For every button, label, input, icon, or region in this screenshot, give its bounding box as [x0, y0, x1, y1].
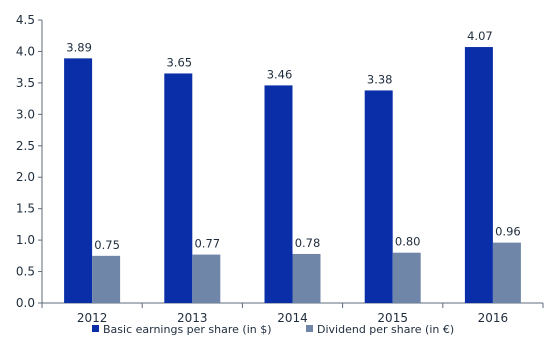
y-tick-label: 0.5 — [16, 265, 35, 279]
bar-earnings-2013 — [164, 73, 193, 303]
legend-label: Dividend per share (in €) — [317, 323, 454, 336]
bars — [64, 47, 521, 304]
bar-earnings-2016 — [464, 47, 493, 303]
y-tick-label: 2.5 — [16, 139, 35, 153]
bar-dividend-2015 — [392, 252, 421, 303]
data-label: 3.65 — [166, 55, 192, 69]
y-tick-label: 3.5 — [16, 76, 35, 90]
legend-swatch — [306, 325, 313, 332]
data-label: 0.80 — [395, 235, 421, 249]
legend-label: Basic earnings per share (in $) — [103, 323, 272, 336]
bar-dividend-2012 — [92, 255, 121, 303]
bar-dividend-2016 — [492, 242, 521, 303]
x-tick-label: 2014 — [277, 311, 308, 325]
x-tick-label: 2013 — [177, 311, 208, 325]
x-tick-label: 2016 — [478, 311, 509, 325]
x-tick-label: 2012 — [77, 311, 108, 325]
y-tick-label: 4.5 — [16, 13, 35, 27]
y-tick-label: 2.0 — [16, 170, 35, 184]
bar-earnings-2012 — [64, 58, 93, 304]
data-label: 4.07 — [467, 29, 493, 43]
y-tick-label: 1.5 — [16, 202, 35, 216]
legend-swatch — [92, 325, 99, 332]
data-label: 3.46 — [267, 67, 293, 81]
x-tick-label: 2015 — [377, 311, 408, 325]
y-tick-label: 3.0 — [16, 107, 35, 121]
data-label: 0.77 — [194, 237, 220, 251]
data-label: 0.78 — [295, 236, 321, 250]
data-label: 0.75 — [94, 238, 120, 252]
bar-dividend-2014 — [292, 253, 321, 303]
axes: 0.0 0.5 1.0 1.5 2.0 2.5 3.0 3.5 4.0 4.5 2012 2013 20… — [16, 13, 544, 325]
y-tick-label: 1.0 — [16, 233, 35, 247]
data-label: 0.96 — [495, 225, 521, 239]
y-tick-label: 0.0 — [16, 296, 35, 310]
bar-earnings-2015 — [364, 90, 393, 304]
data-label: 3.89 — [66, 40, 92, 54]
data-labels: 3.89 0.75 3.65 0.77 3.46 0.78 3.38 0.80 4.07 0.96 — [66, 29, 520, 252]
bar-earnings-2014 — [264, 85, 293, 303]
data-label: 3.38 — [367, 72, 393, 86]
y-tick-label: 4.0 — [16, 44, 35, 58]
bar-dividend-2013 — [192, 254, 221, 303]
legend: Basic earnings per share (in $) Dividend … — [92, 323, 454, 336]
